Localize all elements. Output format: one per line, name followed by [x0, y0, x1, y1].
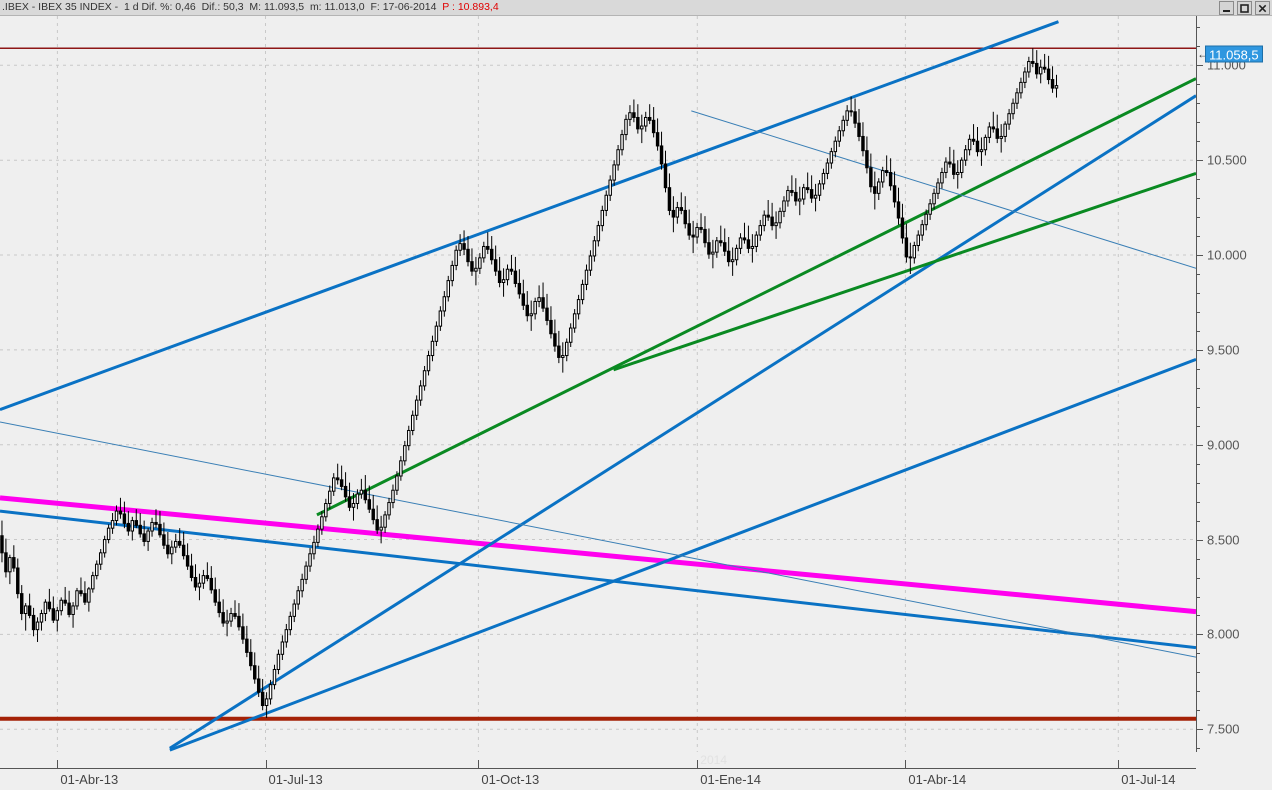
date-tick [905, 760, 907, 769]
chart-plot-area[interactable] [0, 16, 1196, 752]
price-tick-minor [1196, 748, 1200, 750]
last-price-badge: 11.058,5 [1205, 45, 1263, 63]
minimize-button[interactable] [1219, 1, 1234, 15]
date-tick [697, 760, 699, 769]
date-axis-spine [0, 768, 1196, 769]
price-tick-minor [1196, 615, 1200, 617]
green-channel-upper [316, 77, 1196, 517]
price-tick-minor [1196, 236, 1200, 237]
price-tick-minor [1196, 368, 1200, 370]
price-tick-major [1196, 444, 1203, 446]
price-tick-minor [1196, 141, 1200, 143]
maximize-button[interactable] [1237, 1, 1252, 15]
price-tick-major [1196, 65, 1203, 67]
blue-channel-upper-main [0, 20, 1059, 412]
price-tick-minor [1196, 122, 1200, 124]
thin-blue-downtrend-short [691, 110, 1196, 269]
title-last-price: P : 10.893,4 [442, 1, 499, 13]
date-axis-label: 01-Ene-14 [700, 772, 762, 787]
price-tick-minor [1196, 482, 1200, 484]
date-axis-label: 01-Abr-13 [60, 772, 119, 787]
window-controls [1219, 1, 1270, 15]
price-tick-minor [1196, 463, 1200, 465]
window-titlebar: .IBEX - IBEX 35 INDEX - 1 d Dif. %: 0,46… [0, 0, 1272, 16]
price-tick-minor [1196, 198, 1200, 200]
title-instrument-info: .IBEX - IBEX 35 INDEX - 1 d Dif. %: 0,46… [2, 1, 443, 13]
price-tick-minor [1196, 217, 1200, 219]
trendline-overlays [0, 20, 1196, 752]
price-tick-minor [1196, 710, 1200, 712]
price-tick-minor [1196, 27, 1200, 29]
price-tick-minor [1196, 596, 1200, 598]
price-tick-minor [1196, 311, 1200, 313]
blue-channel-lower-main [0, 509, 1196, 650]
price-tick-minor [1196, 653, 1200, 655]
price-axis-label: 10.500 [1207, 152, 1247, 168]
magenta-downtrend [0, 495, 1196, 615]
horizontal-gridlines [0, 64, 1196, 730]
candlestick-series [0, 48, 1059, 718]
price-tick-minor [1196, 691, 1200, 693]
price-tick-minor [1196, 46, 1200, 48]
price-tick-minor [1196, 330, 1200, 332]
price-tick-minor [1196, 520, 1200, 522]
price-axis-label: 9.000 [1207, 437, 1240, 453]
date-tick [265, 760, 267, 769]
price-tick-minor [1196, 501, 1200, 503]
price-axis-label: 10.000 [1207, 247, 1247, 263]
price-tick-minor [1196, 425, 1200, 427]
price-axis[interactable]: 11.000 10.500 10.000 9.500 9.000 8.500 8.000 7.… [1196, 16, 1272, 752]
price-tick-minor [1196, 103, 1200, 105]
blue-channel-rising-outer [169, 357, 1196, 752]
window-title: .IBEX - IBEX 35 INDEX - 1 d Dif. %: 0,46… [0, 0, 499, 15]
price-tick-minor [1196, 672, 1200, 674]
date-axis-label: 01-Jul-13 [268, 772, 323, 787]
price-axis-label: 8.500 [1207, 532, 1240, 547]
price-axis-label: 9.500 [1207, 342, 1240, 358]
price-tick-minor [1196, 558, 1200, 560]
price-tick-minor [1196, 292, 1200, 294]
date-tick [1118, 760, 1120, 769]
date-axis-label: 01-Abr-14 [908, 772, 967, 787]
blue-channel-rising-inner [169, 94, 1196, 750]
thin-blue-downtrend-long [0, 421, 1196, 658]
price-tick-minor [1196, 179, 1200, 181]
price-tick-major [1196, 729, 1203, 731]
date-axis-label: 01-Oct-13 [481, 772, 540, 787]
price-axis-spine [1196, 16, 1197, 752]
price-tick-minor [1196, 406, 1200, 408]
price-tick-major [1196, 349, 1203, 351]
green-channel-lower [613, 172, 1196, 372]
price-tick-major [1196, 255, 1203, 256]
close-button[interactable] [1255, 1, 1270, 15]
date-axis[interactable]: 01-Abr-13 01-Jul-13 01-Oct-13 01-Ene-14 01-A… [0, 752, 1272, 790]
year-marker-label: 2014 [700, 753, 727, 767]
date-tick [478, 760, 480, 769]
candlestick-chart [0, 16, 1196, 752]
date-tick [57, 760, 59, 769]
price-tick-major [1196, 160, 1203, 162]
date-axis-label: 01-Jul-14 [1121, 772, 1176, 787]
price-tick-minor [1196, 577, 1200, 579]
price-axis-label: 8.000 [1207, 626, 1240, 642]
price-tick-major [1196, 539, 1203, 541]
price-tick-minor [1196, 84, 1200, 86]
price-tick-major [1196, 634, 1203, 636]
price-tick-minor [1196, 387, 1200, 389]
price-axis-label: 7.500 [1207, 721, 1240, 737]
vertical-gridlines [56, 16, 1119, 752]
price-tick-minor [1196, 274, 1200, 275]
